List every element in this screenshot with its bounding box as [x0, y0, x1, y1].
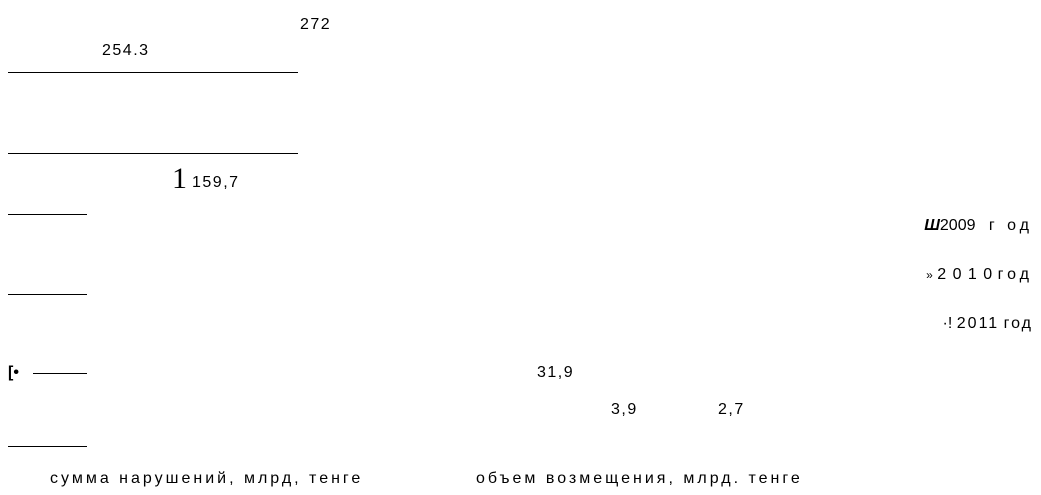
data-label-3-9: 3,9	[611, 401, 638, 418]
data-label-31-9: 31,9	[537, 364, 575, 381]
data-label-254-3: 254.3	[102, 42, 150, 59]
legend-item-2009: Ш2009 г од	[924, 217, 1033, 235]
legend-year-2011: 2011	[956, 315, 1000, 332]
category-label-compensation: объем возмещения, млрд. тенге	[476, 470, 803, 487]
legend-item-2011: ·! 2011 год	[943, 315, 1033, 333]
legend-marker-2011: ·!	[942, 315, 953, 332]
data-label-159-7-lead: 1	[172, 162, 187, 195]
legend-word-2010: год	[997, 266, 1033, 283]
gridline-stub-3	[33, 373, 87, 374]
legend-item-2010: » 2 0 1 0 год	[926, 266, 1033, 284]
legend-marker-2010: »	[926, 268, 933, 282]
axis-marker: [•	[8, 364, 19, 381]
legend-word-2009: г од	[988, 217, 1033, 234]
legend-year-2009: 2009	[939, 217, 976, 234]
data-label-272: 272	[300, 16, 332, 33]
gridline-stub-2	[8, 294, 87, 295]
bar-top-line-2	[8, 153, 298, 154]
gridline-stub-1	[8, 214, 87, 215]
category-label-violations: сумма нарушений, млрд, тенге	[50, 470, 364, 487]
legend-word-2011: год	[1003, 315, 1033, 332]
data-label-2-7: 2,7	[718, 401, 745, 418]
bar-top-line-1	[8, 72, 298, 73]
legend-marker-2009: Ш	[924, 217, 940, 234]
data-label-159-7: 159,7	[192, 174, 240, 191]
gridline-stub-4	[8, 446, 87, 447]
legend-year-2010: 2 0 1 0	[937, 266, 994, 283]
